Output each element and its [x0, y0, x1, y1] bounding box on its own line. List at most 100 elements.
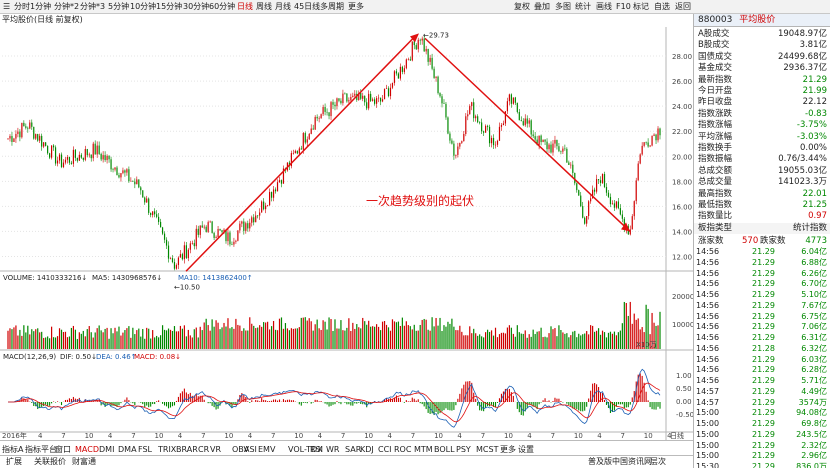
period-tab-8[interactable]: 60分钟 — [209, 2, 236, 11]
indicator-tab-10[interactable]: VR — [210, 445, 222, 454]
candle — [358, 92, 360, 101]
indicator-tab-19[interactable]: CCI — [378, 445, 392, 454]
tick-row[interactable]: 14:56 21.29 5.71亿 — [694, 376, 830, 387]
toolbar-btn-3[interactable]: 统计 — [575, 2, 591, 11]
tick-row[interactable]: 14:56 21.29 7.06亿 — [694, 322, 830, 333]
candle — [558, 146, 560, 152]
volume-bar — [54, 337, 57, 349]
toolbar-btn-6[interactable]: 标记 — [633, 2, 649, 11]
candle — [195, 228, 197, 247]
candle — [486, 125, 489, 127]
indicator-tab-13[interactable]: EMV — [258, 445, 276, 454]
volume-bar — [512, 333, 514, 349]
tick-row[interactable]: 14:56 21.29 6.88亿 — [694, 258, 830, 269]
indicator-tab-2[interactable]: 窗口 — [55, 445, 71, 454]
period-tab-10[interactable]: 周线 — [256, 2, 272, 11]
tick-row[interactable]: 14:56 21.29 6.03亿 — [694, 355, 830, 366]
indicator-tab-18[interactable]: KDJ — [360, 445, 374, 454]
menu-icon[interactable]: ☰ — [3, 2, 11, 11]
indicator-tab-7[interactable]: TRIX — [158, 445, 177, 454]
period-tab-1[interactable]: 1分钟 — [30, 2, 52, 11]
toolbar-btn-1[interactable]: 叠加 — [534, 2, 550, 11]
indicator-tab-20[interactable]: ROC — [394, 445, 412, 454]
tick-row[interactable]: 15:00 21.29 69.8亿 — [694, 419, 830, 430]
tick-row[interactable]: 15:30 21.29 836.0万 — [694, 462, 830, 468]
volume-bar — [409, 326, 411, 349]
toolbar-btn-5[interactable]: F10 — [616, 2, 631, 11]
period-tab-12[interactable]: 45日线 — [294, 2, 321, 11]
bottom-tab-1[interactable]: 关联报价 — [34, 457, 66, 466]
tick-row[interactable]: 14:56 21.29 6.70亿 — [694, 279, 830, 290]
tick-row[interactable]: 15:00 21.29 2.32亿 — [694, 441, 830, 452]
toolbar-btn-2[interactable]: 多图 — [555, 2, 571, 11]
period-tab-9[interactable]: 日线 — [237, 2, 253, 11]
indicator-tab-26[interactable]: 设置 — [518, 445, 534, 454]
stat-row: 指数振幅 0.76/3.44% — [694, 154, 830, 165]
tick-row[interactable]: 14:57 21.29 3574万 — [694, 398, 830, 409]
period-tab-11[interactable]: 月线 — [275, 2, 291, 11]
period-tab-3[interactable]: 分钟*3 — [80, 2, 106, 11]
toolbar-btn-8[interactable]: 返回 — [675, 2, 691, 11]
indicator-tab-17[interactable]: SAR — [345, 445, 362, 454]
indicator-tab-15[interactable]: RSI — [310, 445, 323, 454]
period-tab-13[interactable]: 多周期 — [320, 2, 344, 11]
candle — [657, 128, 659, 141]
candle — [532, 134, 534, 137]
toolbar-btn-0[interactable]: 复权 — [514, 2, 530, 11]
indicator-tab-11[interactable]: OBV — [232, 445, 250, 454]
period-tab-2[interactable]: 分钟*2 — [54, 2, 80, 11]
tick-time: 14:56 — [696, 322, 720, 332]
period-tab-4[interactable]: 5分钟 — [108, 2, 130, 11]
tick-row[interactable]: 14:56 21.29 6.04亿 — [694, 247, 830, 258]
indicator-tab-16[interactable]: WR — [326, 445, 340, 454]
tick-row[interactable]: 15:00 21.29 94.08亿 — [694, 408, 830, 419]
indicator-tab-8[interactable]: BRAR — [176, 445, 198, 454]
candle — [296, 150, 298, 154]
period-tab-6[interactable]: 15分钟 — [156, 2, 183, 11]
indicator-tab-22[interactable]: BOLL — [434, 445, 455, 454]
volume-bar — [649, 334, 651, 349]
kline-chart-area[interactable]: ←29.73 ←10.50 一次趋势级别的起伏 VOLUME: 1410333216… — [0, 27, 693, 440]
period-tab-5[interactable]: 10分钟 — [130, 2, 157, 11]
tick-row[interactable]: 14:56 21.29 6.28亿 — [694, 365, 830, 376]
candle — [102, 155, 104, 160]
date-axis-tick: 10 — [644, 432, 653, 440]
bottom-tab-0[interactable]: 扩展 — [6, 457, 22, 466]
candle — [96, 145, 98, 155]
indicator-tab-25[interactable]: 更多 — [500, 445, 516, 454]
indicator-tab-5[interactable]: DMA — [118, 445, 137, 454]
indicator-tab-21[interactable]: MTM — [414, 445, 433, 454]
tick-volume: 2.96亿 — [801, 451, 827, 461]
candle — [588, 201, 590, 216]
indicator-tab-14[interactable]: VOL-TDX — [288, 445, 323, 454]
bottom-tab-2[interactable]: 财富通 — [72, 457, 96, 466]
indicator-tab-12[interactable]: ASI — [244, 445, 257, 454]
tick-row[interactable]: 14:56 21.29 7.67亿 — [694, 301, 830, 312]
tick-row[interactable]: 14:56 21.29 6.31亿 — [694, 333, 830, 344]
tick-volume: 3574万 — [798, 397, 827, 407]
indicator-tab-9[interactable]: CR — [198, 445, 210, 454]
candle — [496, 140, 499, 145]
indicator-tab-3[interactable]: MACD — [75, 445, 99, 454]
indicator-tab-24[interactable]: MCST — [476, 445, 499, 454]
tick-row[interactable]: 14:57 21.29 4.49亿 — [694, 387, 830, 398]
stat-label: 最低指数 — [698, 200, 733, 210]
tick-row[interactable]: 15:00 21.29 2.96亿 — [694, 451, 830, 462]
tick-row[interactable]: 14:56 21.29 6.26亿 — [694, 269, 830, 280]
tick-row[interactable]: 15:00 21.29 243.5亿 — [694, 430, 830, 441]
indicator-tab-0[interactable]: 指标A — [2, 445, 24, 454]
period-tab-7[interactable]: 30分钟 — [183, 2, 210, 11]
volume-bar — [144, 338, 146, 349]
date-axis-tick: 10 — [294, 432, 303, 440]
tick-row[interactable]: 14:56 21.29 5.10亿 — [694, 290, 830, 301]
tick-row[interactable]: 14:56 21.28 6.32亿 — [694, 344, 830, 355]
indicator-tab-4[interactable]: DMI — [99, 445, 115, 454]
toolbar-btn-7[interactable]: 自选 — [654, 2, 670, 11]
indicator-tab-23[interactable]: PSY — [456, 445, 471, 454]
indicator-tab-6[interactable]: FSL — [138, 445, 152, 454]
period-tab-14[interactable]: 更多 — [348, 2, 364, 11]
indicator-tab-1[interactable]: 指标平台 — [25, 445, 57, 454]
toolbar-btn-4[interactable]: 画线 — [596, 2, 612, 11]
period-tab-0[interactable]: 分时 — [14, 2, 30, 11]
tick-row[interactable]: 14:56 21.29 6.75亿 — [694, 312, 830, 323]
